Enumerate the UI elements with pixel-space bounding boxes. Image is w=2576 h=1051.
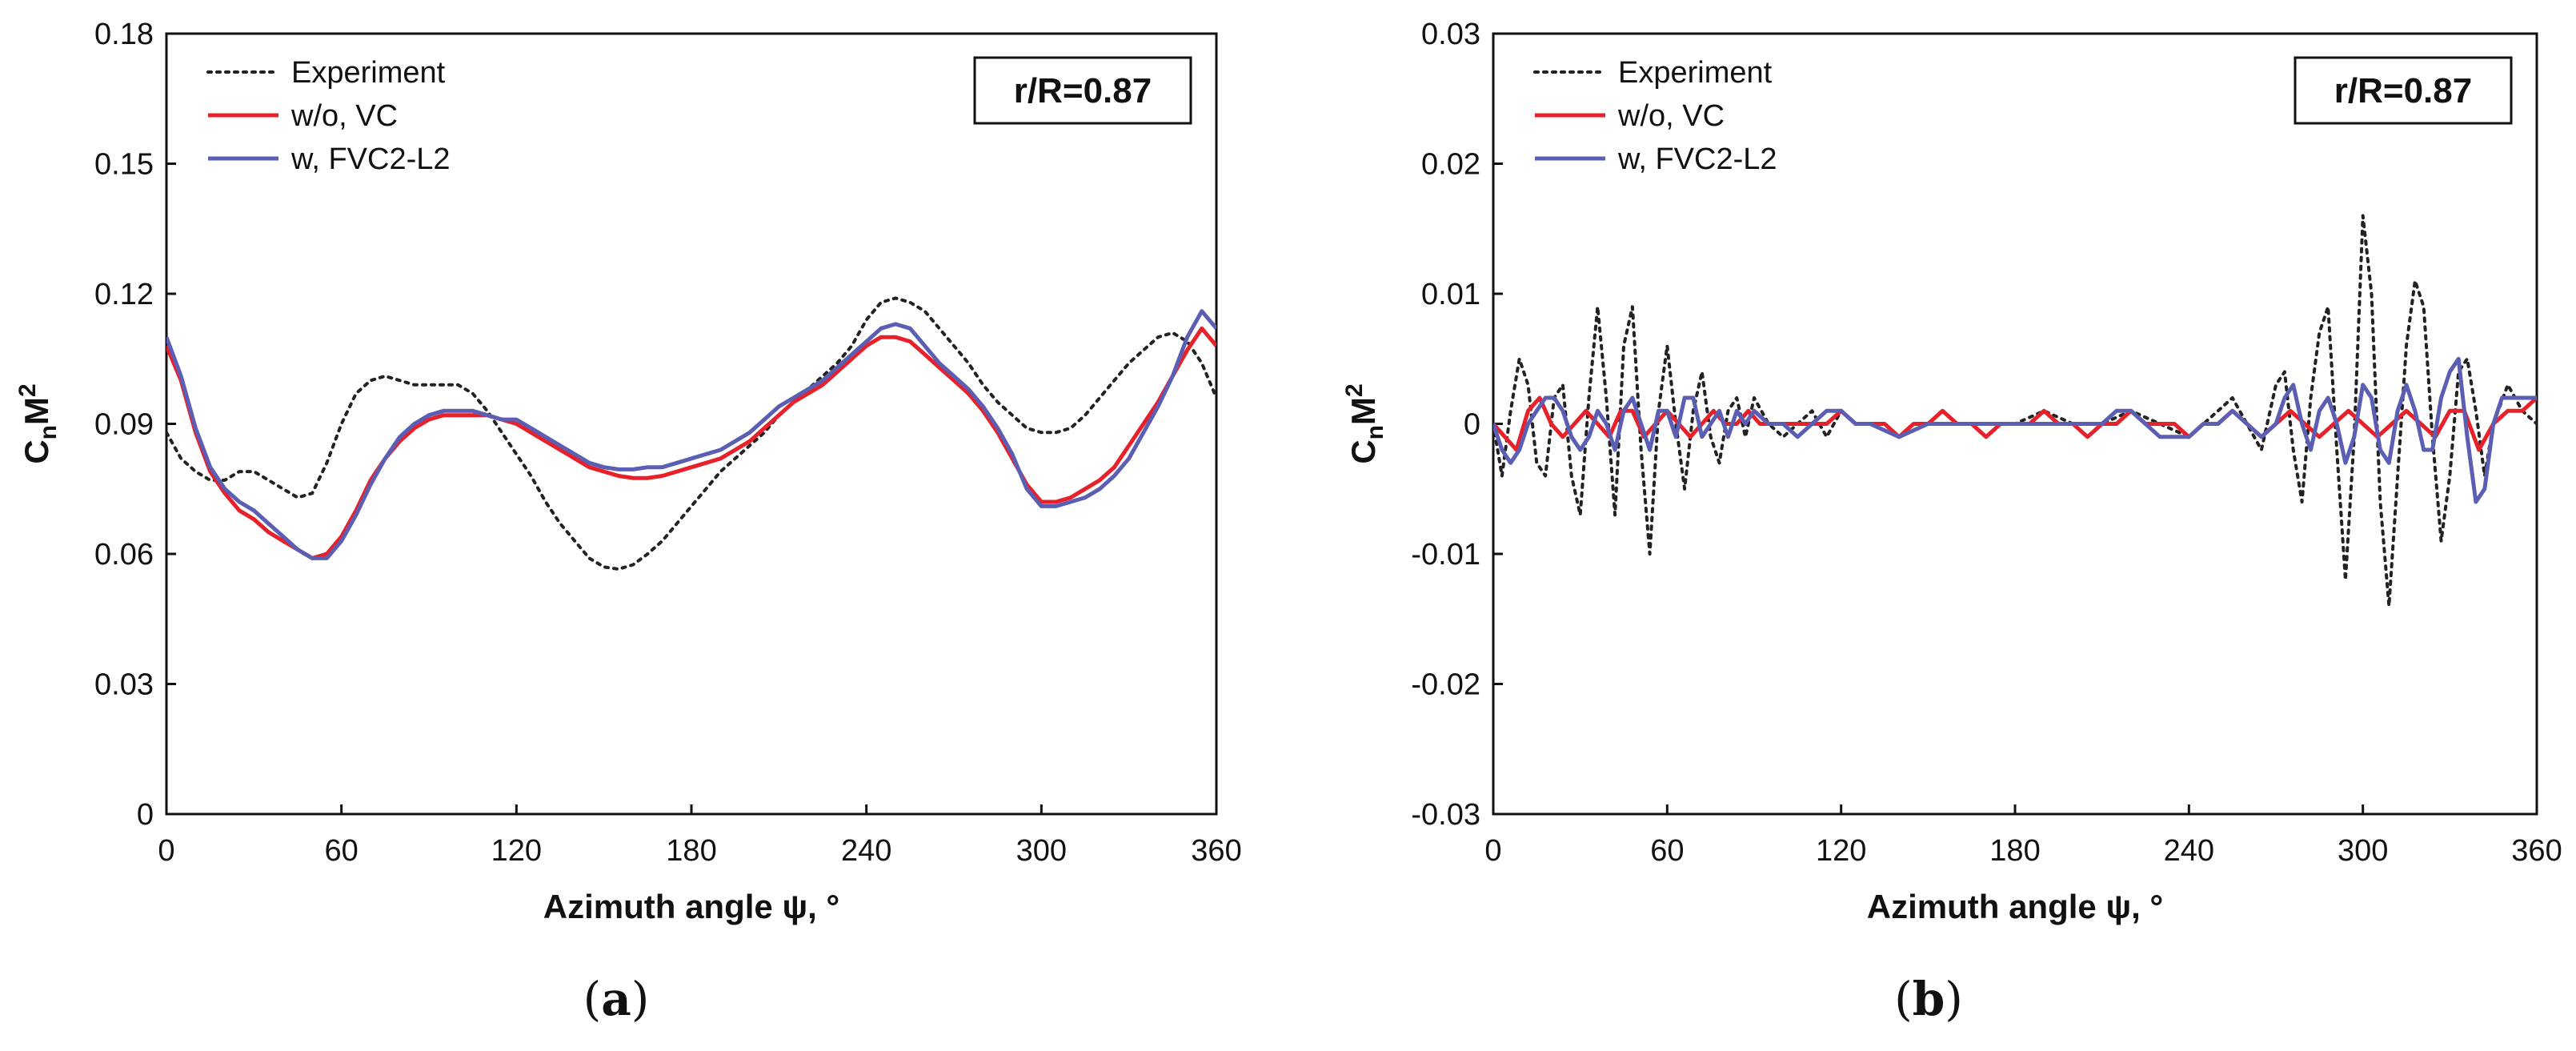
annotation-box	[2294, 56, 2513, 125]
x-tick-label: 120	[491, 834, 542, 868]
legend-label: w, FVC2-L2	[1617, 142, 1777, 176]
panel-letter: b	[1913, 972, 1945, 1026]
y-tick-label: 0.15	[94, 148, 154, 182]
x-tick-label: 0	[158, 834, 174, 868]
legend-label: w/o, VC	[290, 99, 398, 133]
y-axis-title-main2: M	[1344, 397, 1382, 425]
x-tick-label: 300	[1016, 834, 1067, 868]
series-line-w-fvc2-l2	[166, 309, 1216, 560]
y-tick-label: 0	[1464, 408, 1480, 442]
x-tick-label: 240	[841, 834, 891, 868]
x-tick-label: 360	[1191, 834, 1241, 868]
series-line-experiment	[166, 296, 1216, 571]
x-tick-label: 240	[2164, 834, 2214, 868]
y-tick-label: 0.02	[1421, 148, 1480, 182]
panel-label: (a)	[583, 972, 650, 1026]
y-axis-title-main2: M	[18, 397, 55, 425]
panel-label: (b)	[1894, 972, 1963, 1026]
y-tick-label: 0.12	[94, 278, 154, 311]
annotation-text: r/R=0.87	[1014, 71, 1152, 110]
legend-label: w/o, VC	[1617, 99, 1725, 133]
legend-label: w, FVC2-L2	[290, 142, 451, 176]
x-tick-label: 120	[1816, 834, 1866, 868]
x-tick-label: 180	[1989, 834, 2040, 868]
panel-letter: a	[601, 972, 631, 1026]
y-tick-label: 0.03	[94, 668, 154, 702]
x-tick-label: 60	[1650, 834, 1684, 868]
y-tick-label: -0.02	[1411, 668, 1480, 702]
y-tick-label: 0.18	[94, 18, 154, 51]
chart-panel-a: 0 0.03 0.06 0.09 0.12 0.15 0.18 0 60 120 180 240 300…	[14, 18, 1242, 1026]
y-axis-title-main: C	[1344, 439, 1382, 463]
x-axis-title: Azimuth angle ψ, °	[1867, 888, 2163, 925]
y-tick-label: 0	[137, 798, 154, 832]
y-axis-title-sup: 2	[14, 383, 41, 397]
legend-label: Experiment	[1618, 56, 1773, 90]
y-axis-title-sub: n	[35, 425, 62, 439]
annotation-text: r/R=0.87	[2334, 71, 2472, 110]
y-axis-title: CnM2	[1341, 383, 1388, 463]
y-tick-label: 0.09	[94, 408, 154, 442]
legend-label: Experiment	[291, 56, 446, 90]
y-tick-label: 0.03	[1421, 18, 1480, 51]
series-line-experiment	[1493, 214, 2537, 608]
x-tick-label: 360	[2511, 834, 2562, 868]
x-tick-label: 0	[1484, 834, 1501, 868]
x-axis-title: Azimuth angle ψ, °	[543, 888, 839, 925]
y-axis-title: CnM2	[14, 383, 62, 463]
y-axis-title-sub: n	[1362, 425, 1388, 439]
y-axis-title-main: C	[18, 439, 55, 463]
y-axis-title-sup: 2	[1341, 383, 1368, 397]
x-tick-label: 60	[325, 834, 359, 868]
series-line-w-o-vc	[166, 326, 1216, 560]
x-tick-label: 300	[2338, 834, 2388, 868]
series-line-w-fvc2-l2	[1493, 356, 2537, 504]
y-tick-label: 0.01	[1421, 278, 1480, 311]
annotation-box	[973, 56, 1192, 125]
y-tick-label: -0.01	[1411, 538, 1480, 572]
y-tick-label: 0.06	[94, 538, 154, 572]
y-tick-label: -0.03	[1411, 798, 1480, 832]
x-tick-label: 180	[666, 834, 716, 868]
chart-panel-b: -0.03 -0.02 -0.01 0 0.01 0.02 0.03 0 60 120 180 240…	[1341, 18, 2562, 1026]
